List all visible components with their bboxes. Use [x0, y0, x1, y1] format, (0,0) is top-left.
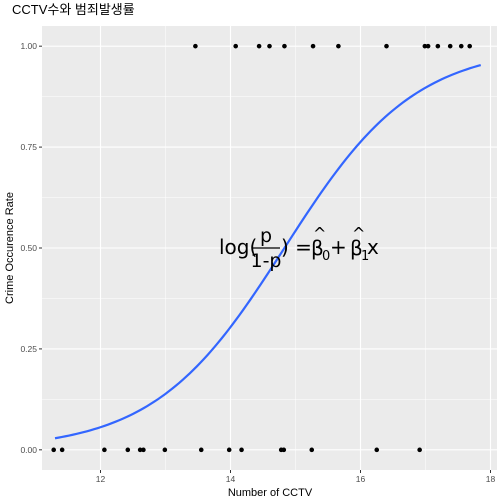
data-point: [193, 43, 198, 49]
data-point: [141, 447, 146, 453]
formula-denominator: 1-p: [250, 250, 281, 272]
formula-beta1: β: [350, 236, 363, 260]
formula-hat0: ^: [313, 224, 326, 243]
x-axis-title: Number of CCTV: [228, 487, 313, 499]
data-point: [198, 447, 204, 453]
data-point: [137, 447, 143, 453]
data-point: [447, 43, 453, 49]
data-point: [256, 43, 262, 49]
data-point: [310, 43, 316, 49]
fit-curve: [54, 64, 482, 440]
formula-sub0: 0: [322, 249, 330, 264]
formula-x: x: [367, 235, 379, 259]
formula-log: log(: [219, 235, 257, 259]
formula-beta0: β: [311, 236, 324, 260]
formula-annotation: log(p1-p) = β^0 + β^1x: [219, 224, 379, 272]
data-point: [467, 43, 473, 49]
data-point: [51, 447, 56, 453]
data-point: [233, 43, 238, 49]
x-tick-label: 16: [356, 474, 366, 484]
data-point: [422, 43, 428, 49]
data-point: [336, 43, 341, 49]
formula-sub1: 1: [361, 249, 369, 264]
data-point: [59, 447, 65, 453]
y-tick-label: 1.00: [20, 41, 37, 51]
y-tick-label: 0.25: [20, 344, 37, 354]
data-point: [309, 447, 315, 453]
data-point: [384, 43, 389, 49]
data-point: [162, 447, 168, 453]
data-point: [458, 43, 464, 49]
chart-title: CCTV수와 범죄발생률: [12, 2, 135, 17]
y-tick-label: 0.00: [20, 445, 37, 455]
formula-hat1: ^: [352, 224, 365, 243]
data-point: [226, 447, 232, 453]
data-point: [282, 43, 287, 49]
data-point: [281, 447, 287, 453]
x-tick-label: 12: [96, 474, 106, 484]
formula-plus: +: [330, 235, 347, 259]
data-point: [435, 43, 441, 49]
y-axis-title: Crime Occurence Rate: [4, 192, 16, 304]
data-point: [267, 43, 272, 49]
data-point: [417, 447, 422, 453]
x-tick-label: 18: [486, 474, 496, 484]
data-point: [125, 447, 131, 453]
data-point: [102, 447, 107, 453]
data-point: [425, 43, 431, 49]
y-tick-label: 0.50: [20, 243, 37, 253]
formula-equals: ) =: [281, 235, 312, 259]
x-tick-label: 14: [226, 474, 236, 484]
y-tick-label: 0.75: [20, 142, 37, 152]
data-point: [374, 447, 380, 453]
formula-numerator: p: [260, 225, 272, 247]
data-point: [239, 447, 244, 453]
